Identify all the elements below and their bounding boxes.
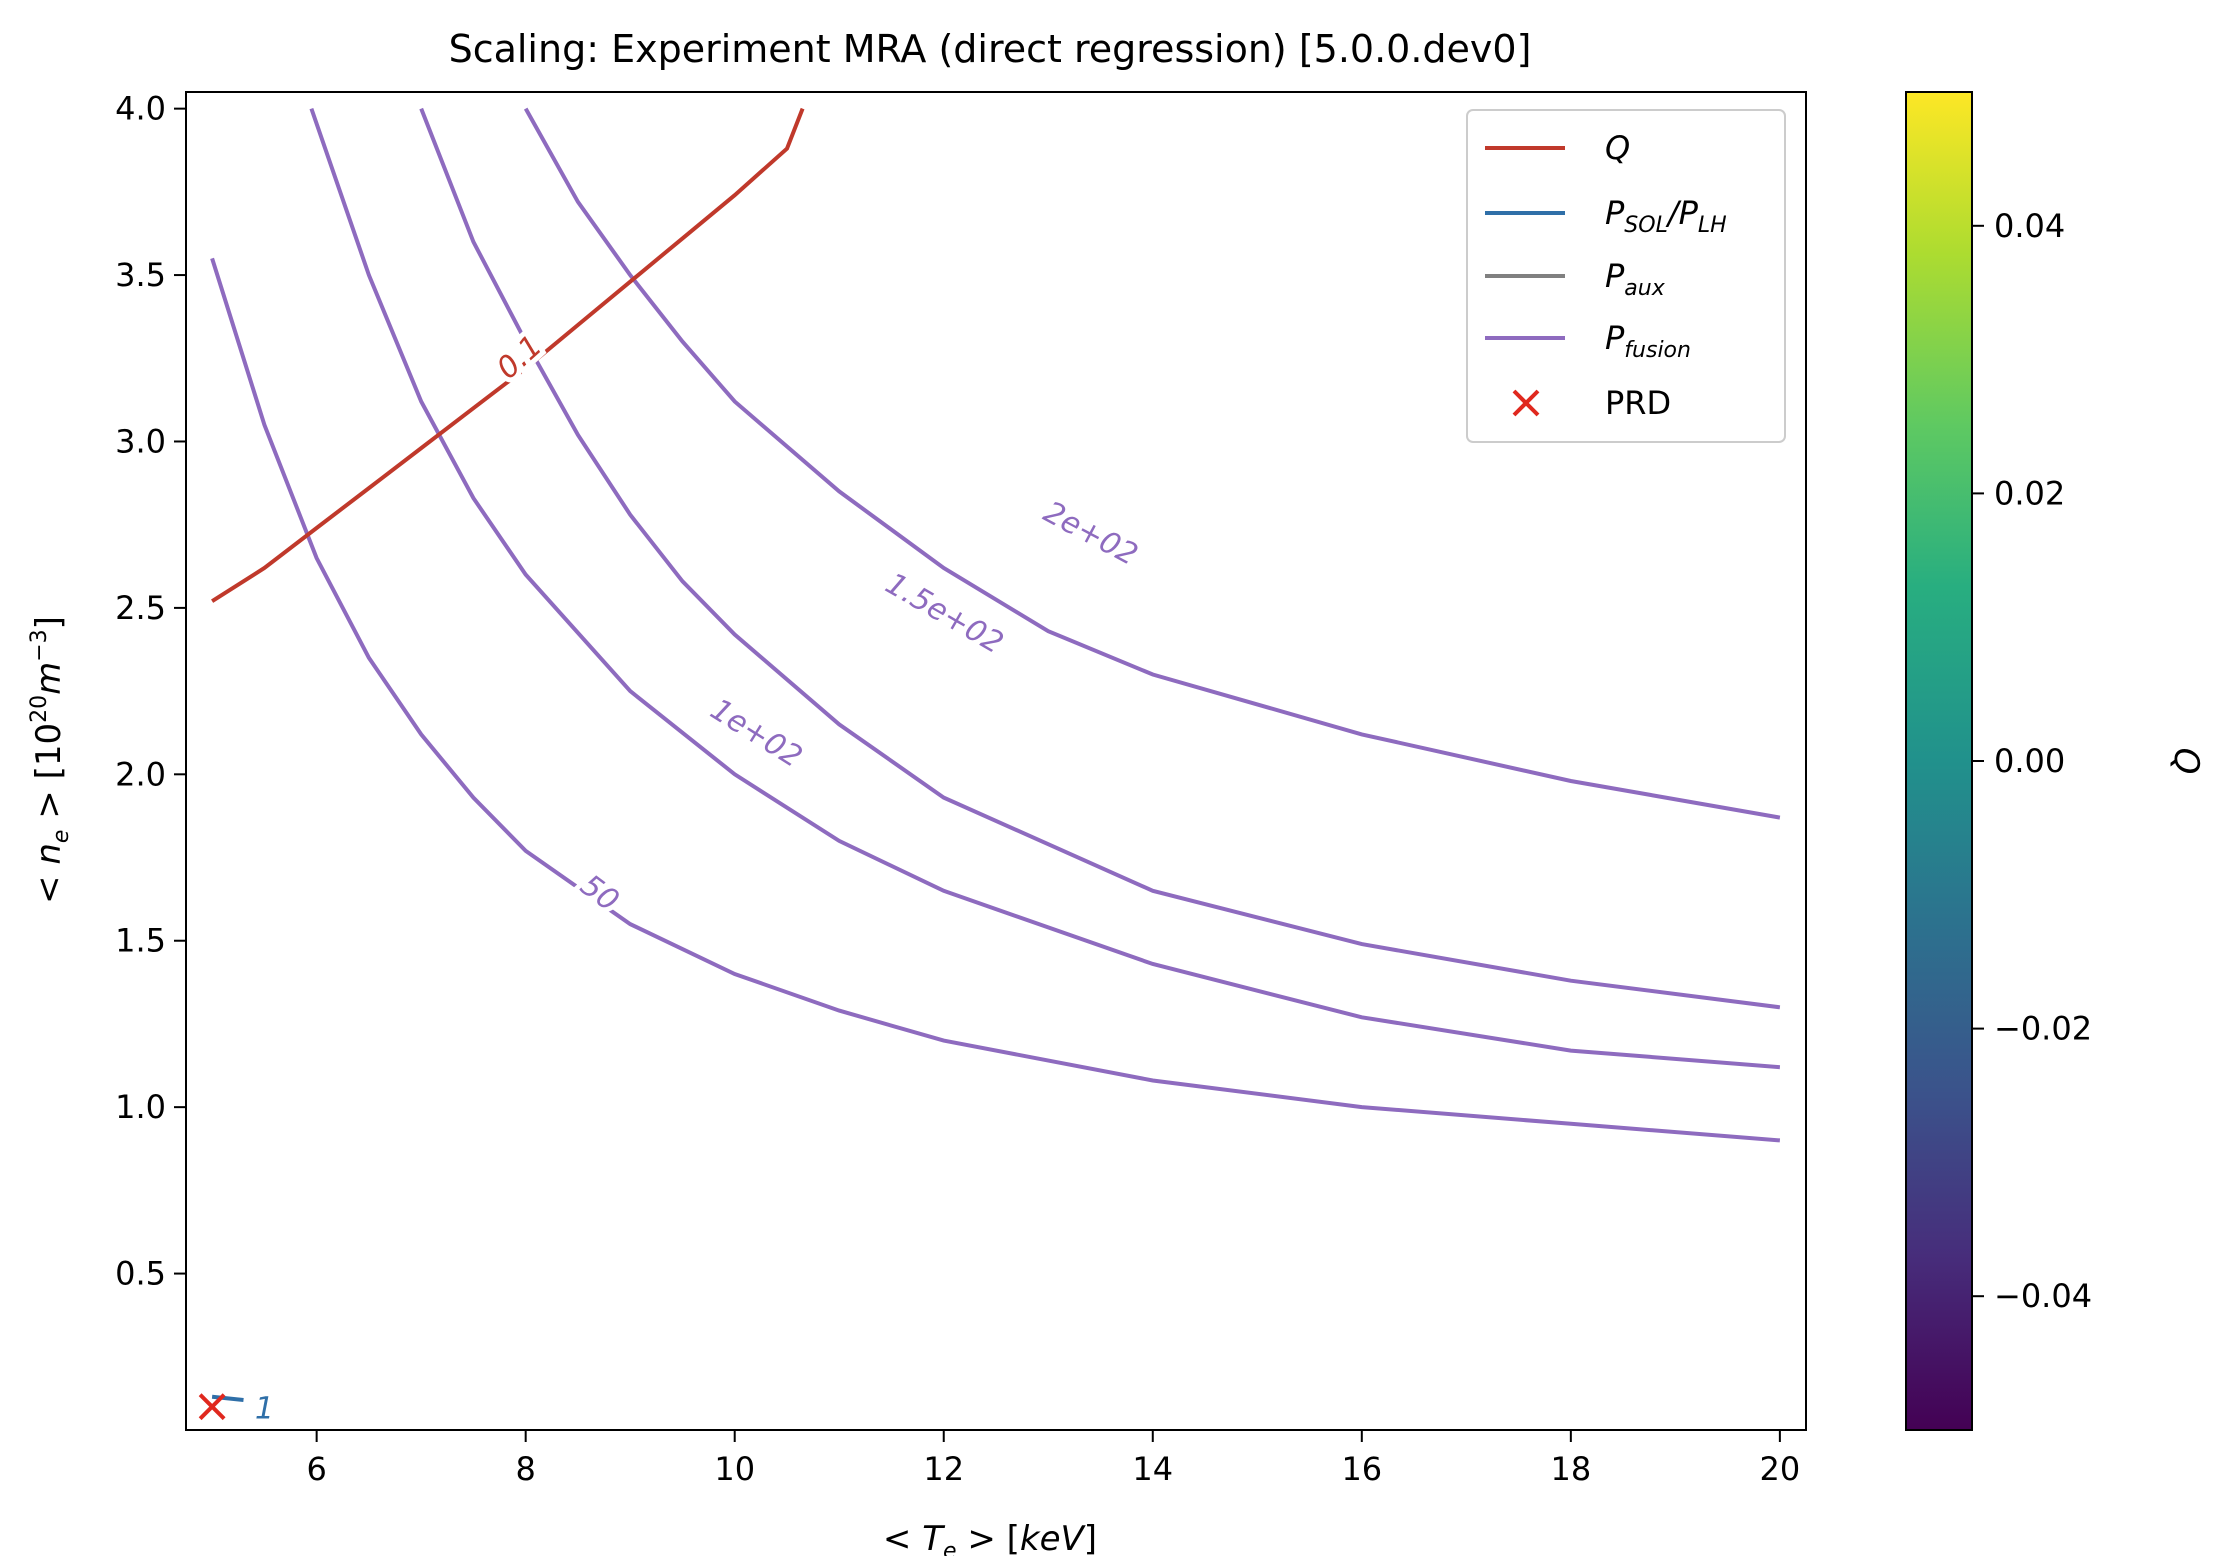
colorbar-label: Q [2166,748,2206,775]
legend-label-pfusion: Pfusion [1605,319,1691,363]
y-tick-label: 0.5 [115,1255,166,1293]
x-axis-ticks: 6 8 10 12 14 16 18 20 [306,1430,1800,1488]
colorbar-tick-label: −0.02 [1994,1010,2092,1048]
y-tick-label: 3.0 [115,422,166,460]
x-tick-label: 10 [714,1450,755,1488]
x-tick-label: 18 [1550,1450,1591,1488]
contour-lines [210,107,1781,1402]
colorbar-ticks: −0.04 −0.02 0.00 0.02 0.04 [1972,207,2092,1315]
y-tick-label: 1.0 [115,1088,166,1126]
contour-line-pfusion [523,107,1781,820]
marker-prd [198,1393,226,1421]
colorbar-tick-label: 0.02 [1994,474,2065,512]
x-tick-label: 16 [1341,1450,1382,1488]
x-axis-label: < Te > [keV] [883,1519,1097,1556]
legend-swatch-prd [1512,389,1540,417]
x-tick-label: 20 [1760,1450,1801,1488]
legend-label-prd: PRD [1605,384,1671,422]
colorbar [1905,91,1973,1431]
y-axis-ticks: 0.5 1.0 1.5 2.0 2.5 3.0 3.5 4.0 [115,90,186,1293]
legend: Q PSOL/PLH Paux Pfusion PRD [1466,109,1786,443]
colorbar-gradient [1905,91,1973,1431]
y-tick-label: 2.0 [115,755,166,793]
x-tick-label: 14 [1132,1450,1173,1488]
colorbar-tick-label: 0.00 [1994,742,2065,780]
x-tick-label: 12 [923,1450,964,1488]
markers [198,1393,226,1421]
chart-title: Scaling: Experiment MRA (direct regressi… [449,27,1532,71]
y-tick-label: 2.5 [115,589,166,627]
legend-label-q: Q [1605,129,1630,167]
marker-stroke [198,1393,226,1421]
contour-level-label: 1 [255,1392,274,1427]
y-tick-label: 4.0 [115,90,166,128]
x-tick-label: 8 [515,1450,535,1488]
contour-line-pfusion [309,107,1781,1070]
y-axis-label: < ne > [1020m−3] [27,616,74,904]
colorbar-tick-label: −0.04 [1994,1277,2092,1315]
y-tick-label: 1.5 [115,922,166,960]
legend-frame [1466,109,1786,443]
contour-line-pfusion [419,107,1781,1010]
contour-line-psol-plh [211,1394,244,1402]
colorbar-tick-label: 0.04 [1994,207,2065,245]
contour-line-pfusion [210,257,1781,1143]
y-tick-label: 3.5 [115,256,166,294]
x-tick-label: 6 [306,1450,326,1488]
contour-line-q [211,107,805,603]
